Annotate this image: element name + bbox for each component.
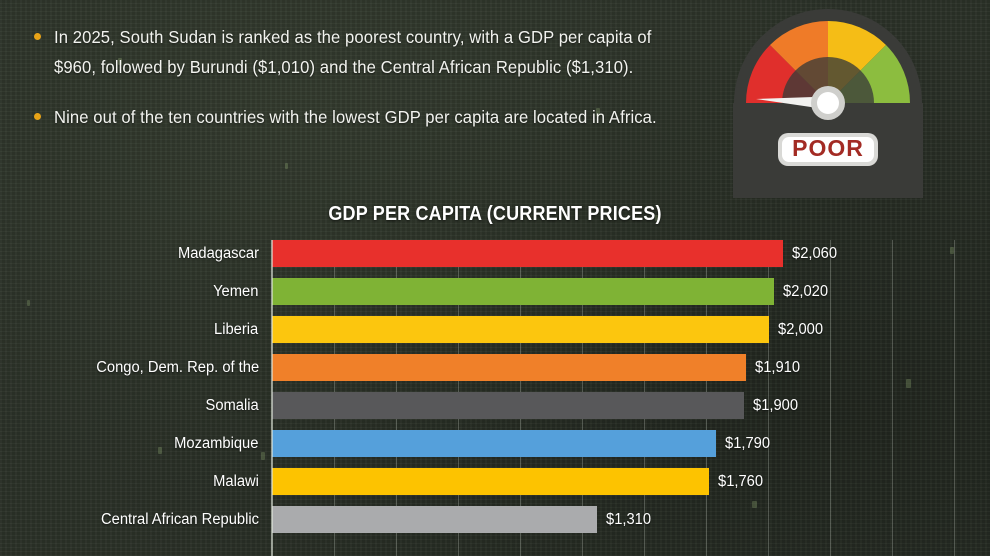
table-row[interactable]: Liberia $2,000 (0, 316, 990, 354)
texture-fleck (655, 215, 659, 221)
table-row[interactable]: Central African Republic $1,310 (0, 506, 990, 544)
texture-fleck (118, 58, 122, 65)
poor-rating-gauge: POOR (733, 8, 923, 198)
bar-fill[interactable] (272, 468, 709, 495)
bar-category-label: Central African Republic (100, 511, 259, 528)
bar-track: $1,900 (272, 392, 990, 419)
bar-fill[interactable] (272, 430, 716, 457)
bar-category-label: Madagascar (177, 245, 259, 262)
texture-fleck (158, 447, 162, 454)
bar-value-label: $1,790 (725, 435, 771, 452)
bullet-dot-icon (34, 113, 41, 120)
bar-value-label: $2,060 (792, 245, 838, 262)
bar-track: $2,020 (272, 278, 990, 305)
texture-fleck (285, 163, 288, 169)
bullet-dot-icon (34, 33, 41, 40)
gauge-label-badge (782, 137, 874, 162)
bar-category-label: Liberia (214, 321, 259, 338)
bar-fill[interactable] (272, 354, 746, 381)
list-item: In 2025, South Sudan is ranked as the po… (34, 22, 694, 82)
texture-fleck (27, 300, 30, 306)
gauge-svg: POOR (733, 9, 923, 198)
bullet-text: In 2025, South Sudan is ranked as the po… (54, 27, 652, 77)
chart-y-axis-line (271, 240, 273, 556)
texture-fleck (596, 108, 600, 116)
bar-track: $1,910 (272, 354, 990, 381)
texture-fleck (261, 452, 265, 460)
bar-value-label: $2,000 (778, 321, 824, 338)
bar-track: $1,790 (272, 430, 990, 457)
bar-category-label: Somalia (205, 397, 259, 414)
bar-category-label: Yemen (213, 283, 259, 300)
bar-fill[interactable] (272, 506, 597, 533)
gauge-hub-center (817, 92, 839, 114)
bar-value-label: $1,310 (606, 511, 652, 528)
table-row[interactable]: Malawi $1,760 (0, 468, 990, 506)
table-row[interactable]: Somalia $1,900 (0, 392, 990, 430)
key-findings-list: In 2025, South Sudan is ranked as the po… (34, 22, 694, 152)
chart-bar-rows: Madagascar $2,060 Yemen $2,020 Liberia $2,000… (0, 240, 990, 544)
bar-category-label: Mozambique (174, 435, 259, 452)
table-row[interactable]: Madagascar $2,060 (0, 240, 990, 278)
gauge-inner-hub (782, 57, 874, 103)
gauge-needle (756, 96, 828, 110)
bar-value-label: $2,020 (783, 283, 829, 300)
bar-track: $2,000 (272, 316, 990, 343)
bar-value-label: $1,760 (718, 473, 764, 490)
bar-category-label: Malawi (212, 473, 259, 490)
bar-fill[interactable] (272, 316, 769, 343)
table-row[interactable]: Mozambique $1,790 (0, 430, 990, 468)
gauge-label-text: POOR (792, 135, 864, 161)
bar-category-label: Congo, Dem. Rep. of the (95, 359, 259, 376)
bar-value-label: $1,900 (753, 397, 799, 414)
table-row[interactable]: Yemen $2,020 (0, 278, 990, 316)
bar-track: $2,060 (272, 240, 990, 267)
bar-fill[interactable] (272, 278, 774, 305)
bar-track: $1,310 (272, 506, 990, 533)
texture-fleck (752, 501, 757, 508)
bar-track: $1,760 (272, 468, 990, 495)
gdp-per-capita-bar-chart: Madagascar $2,060 Yemen $2,020 Liberia $2,000… (0, 240, 990, 556)
bar-fill[interactable] (272, 240, 783, 267)
bar-fill[interactable] (272, 392, 744, 419)
texture-fleck (950, 247, 954, 254)
bullet-text: Nine out of the ten countries with the l… (54, 107, 657, 127)
bar-value-label: $1,910 (755, 359, 801, 376)
list-item: Nine out of the ten countries with the l… (34, 102, 694, 132)
texture-fleck (906, 379, 911, 388)
table-row[interactable]: Congo, Dem. Rep. of the $1,910 (0, 354, 990, 392)
chart-title: GDP PER CAPITA (CURRENT PRICES) (328, 203, 662, 225)
